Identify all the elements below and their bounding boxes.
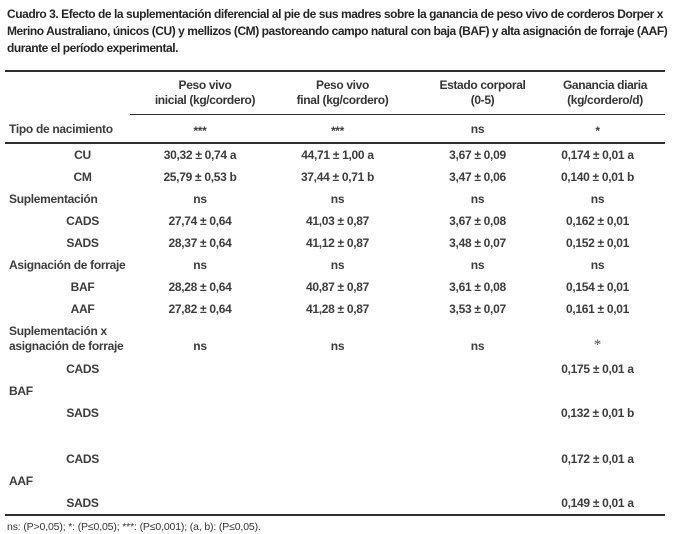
cell-significance: ns bbox=[330, 258, 345, 273]
column-header-ganancia-diaria: Ganancia diaria (kg/cordero/d) bbox=[540, 78, 670, 108]
cell-significance: ns bbox=[590, 192, 605, 207]
row-label: CADS bbox=[66, 214, 99, 229]
cell-significance: ns bbox=[193, 192, 207, 207]
header-line: Estado corporal bbox=[439, 78, 526, 92]
cell-value: 0,149 ± 0,01 a bbox=[561, 496, 634, 511]
table-caption: Cuadro 3. Efecto de la suplementación di… bbox=[7, 7, 668, 55]
cell-significance: ns bbox=[470, 192, 485, 207]
cell-value: 3,48 ± 0,07 bbox=[449, 236, 506, 251]
table-row-cads: CADS 27,74 ± 0,64 41,03 ± 0,87 3,67 ± 0,… bbox=[5, 210, 665, 232]
cell-significance: *** bbox=[330, 123, 345, 138]
cell-significance: * bbox=[595, 123, 600, 138]
significance-footnote: ns: (P>0,05); *: (P≤0,05); ***: (P≤0,001… bbox=[7, 520, 261, 533]
table-row-cads-baf: CADS 0,175 ± 0,01 a bbox=[5, 358, 665, 380]
row-label: SADS bbox=[66, 496, 99, 511]
cell-value: 0,154 ± 0,01 bbox=[565, 280, 630, 295]
row-label: AAF bbox=[9, 474, 33, 489]
table-row-aaf: AAF 27,82 ± 0,64 41,28 ± 0,87 3,53 ± 0,0… bbox=[5, 298, 665, 320]
cell-significance: ns bbox=[470, 339, 485, 354]
cell-value: 0,152 ± 0,01 bbox=[565, 236, 630, 251]
cell-significance: *** bbox=[193, 123, 207, 138]
header-line: Ganancia diaria bbox=[562, 78, 648, 92]
row-spacer bbox=[5, 424, 665, 448]
cell-value: 30,32 ± 0,74 a bbox=[163, 148, 237, 163]
cell-value: 3,47 ± 0,06 bbox=[449, 170, 506, 185]
table-header-row: Peso vivo inicial (kg/cordero) Peso vivo… bbox=[5, 72, 665, 114]
row-label: SADS bbox=[66, 406, 99, 421]
cell-significance: ns bbox=[470, 258, 485, 273]
column-header-estado-corporal: Estado corporal (0-5) bbox=[425, 78, 540, 108]
row-label: Asignación de forraje bbox=[9, 258, 126, 273]
row-label: CM bbox=[73, 170, 92, 185]
column-header-peso-vivo-final: Peso vivo final (kg/cordero) bbox=[260, 78, 425, 108]
row-label: SADS bbox=[66, 236, 99, 251]
header-line: Peso vivo bbox=[316, 78, 369, 92]
cell-significance: ns bbox=[193, 258, 207, 273]
header-line: Peso vivo bbox=[178, 78, 232, 92]
header-line: final (kg/cordero) bbox=[296, 93, 389, 107]
cell-value: 25,79 ± 0,53 b bbox=[163, 170, 237, 185]
table-rule-after-tipo bbox=[5, 142, 665, 145]
cell-value: 37,44 ± 0,71 b bbox=[300, 170, 375, 185]
row-label: Suplementación bbox=[9, 192, 98, 207]
data-table: Peso vivo inicial (kg/cordero) Peso vivo… bbox=[5, 70, 665, 533]
cell-significance: ns bbox=[470, 121, 485, 136]
table-row-tipo-de-nacimiento: Tipo de nacimiento *** *** ns * bbox=[5, 115, 665, 142]
cell-value: 0,172 ± 0,01 a bbox=[561, 452, 634, 467]
cell-value: 3,67 ± 0,09 bbox=[449, 148, 506, 163]
cell-value: 41,28 ± 0,87 bbox=[305, 302, 370, 317]
cell-value: 0,162 ± 0,01 bbox=[565, 214, 630, 229]
table-row-cm: CM 25,79 ± 0,53 b 37,44 ± 0,71 b 3,47 ± … bbox=[5, 166, 665, 188]
table-row-sads: SADS 28,37 ± 0,64 41,12 ± 0,87 3,48 ± 0,… bbox=[5, 232, 665, 254]
table-row-aaf-group: AAF bbox=[5, 470, 665, 492]
table-rule-under-headers bbox=[130, 114, 665, 116]
table-row-suplementacion: Suplementación ns ns ns ns bbox=[5, 188, 665, 210]
row-label: CU bbox=[74, 148, 91, 163]
cell-value: 3,61 ± 0,08 bbox=[449, 280, 506, 295]
cell-significance: ns bbox=[330, 192, 345, 207]
row-label: CADS bbox=[66, 362, 99, 377]
cell-value: 27,82 ± 0,64 bbox=[168, 302, 232, 317]
row-label: Suplementación x asignación de forraje bbox=[9, 324, 124, 354]
cell-value: 41,03 ± 0,87 bbox=[305, 214, 370, 229]
cell-value: 40,87 ± 0,87 bbox=[305, 280, 370, 295]
row-label: AAF bbox=[70, 302, 95, 317]
cell-value: 0,175 ± 0,01 a bbox=[561, 362, 634, 377]
table-row-cu: CU 30,32 ± 0,74 a 44,71 ± 1,00 a 3,67 ± … bbox=[5, 144, 665, 166]
cell-value: 41,12 ± 0,87 bbox=[305, 236, 370, 251]
column-header-peso-vivo-inicial: Peso vivo inicial (kg/cordero) bbox=[150, 78, 260, 108]
row-label: Tipo de nacimiento bbox=[9, 121, 113, 136]
cell-value: 44,71 ± 1,00 a bbox=[301, 148, 374, 163]
table-row-baf: BAF 28,28 ± 0,64 40,87 ± 0,87 3,61 ± 0,0… bbox=[5, 276, 665, 298]
header-line: (kg/cordero/d) bbox=[567, 93, 643, 107]
table-row-sads-baf: SADS 0,132 ± 0,01 b bbox=[5, 402, 665, 424]
table-row-interaccion: Suplementación x asignación de forraje n… bbox=[5, 320, 665, 358]
cell-value: 3,53 ± 0,07 bbox=[449, 302, 506, 317]
cell-value: 0,140 ± 0,01 b bbox=[560, 170, 635, 185]
column-header-empty bbox=[5, 78, 150, 108]
cell-significance: ns bbox=[193, 339, 207, 354]
header-line: (0-5) bbox=[470, 93, 495, 107]
cell-value: 3,67 ± 0,08 bbox=[449, 214, 506, 229]
cell-value: 28,28 ± 0,64 bbox=[168, 280, 232, 295]
row-label: BAF bbox=[9, 384, 33, 399]
table-row-asignacion-de-forraje: Asignación de forraje ns ns ns ns bbox=[5, 254, 665, 276]
cell-significance: ns bbox=[330, 339, 345, 354]
cell-significance: ns bbox=[590, 258, 605, 273]
table-row-sads-aaf: SADS 0,149 ± 0,01 a bbox=[5, 492, 665, 514]
cell-value: 28,37 ± 0,64 bbox=[168, 236, 232, 251]
cell-value: 0,161 ± 0,01 bbox=[565, 302, 630, 317]
table-row-baf-group: BAF bbox=[5, 380, 665, 402]
row-label: CADS bbox=[66, 452, 99, 467]
table-rule-bottom bbox=[5, 514, 665, 516]
cell-value: 0,132 ± 0,01 b bbox=[560, 406, 635, 421]
cell-significance: * bbox=[593, 337, 602, 354]
row-label: BAF bbox=[70, 280, 95, 295]
table-row-cads-aaf: CADS 0,172 ± 0,01 a bbox=[5, 448, 665, 470]
cell-value: 0,174 ± 0,01 a bbox=[561, 148, 634, 163]
table-rule-top bbox=[5, 70, 665, 72]
cell-value: 27,74 ± 0,64 bbox=[168, 214, 232, 229]
header-line: inicial (kg/cordero) bbox=[154, 93, 256, 107]
